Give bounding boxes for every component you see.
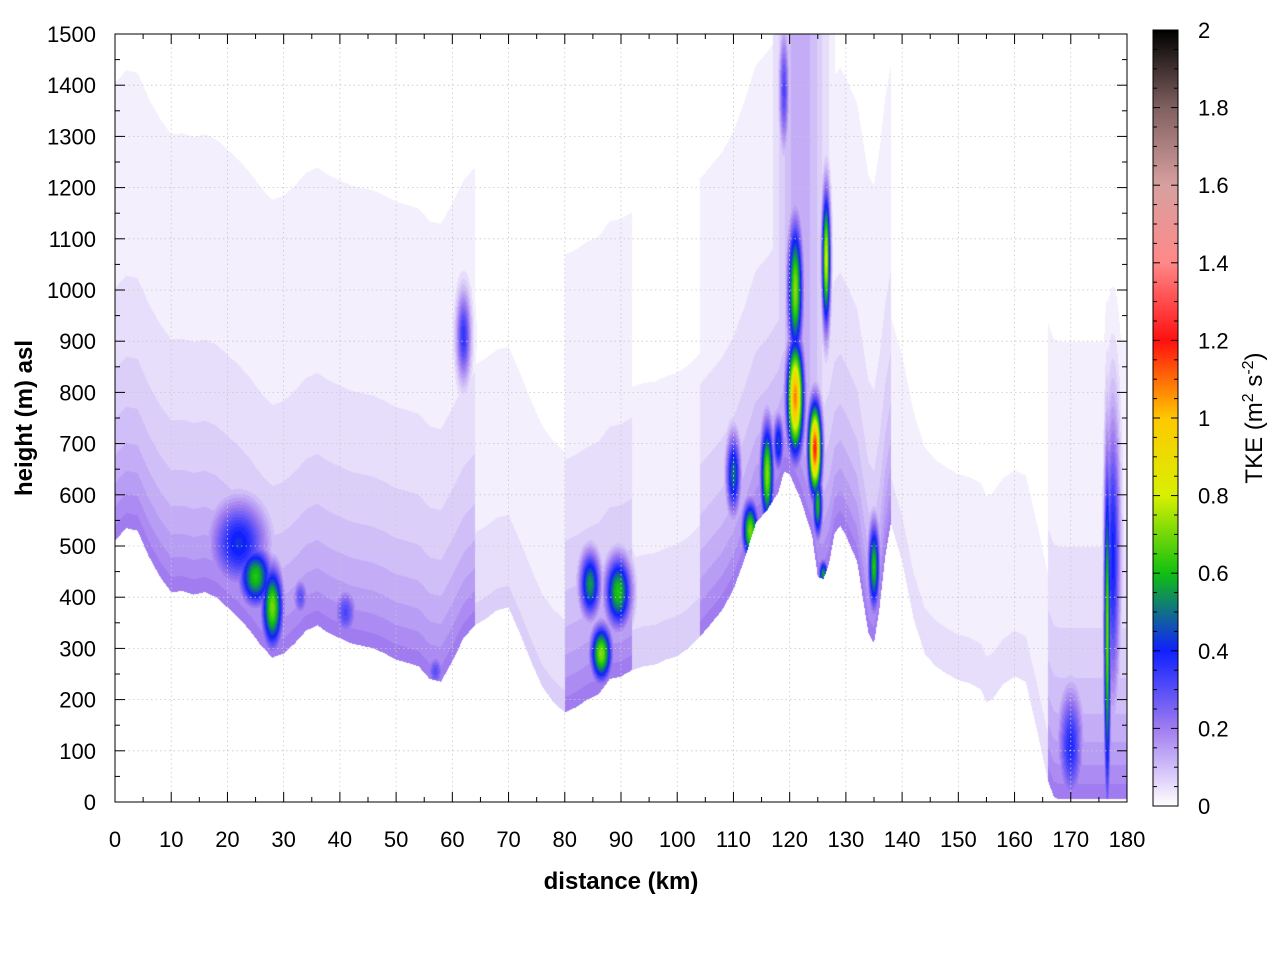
cb-tick-label-2: 0.4 — [1198, 639, 1229, 664]
x-tick-label-0: 0 — [109, 827, 121, 852]
x-axis-title: distance (km) — [544, 868, 699, 895]
y-tick-label-0: 0 — [84, 790, 96, 815]
y-tick-label-1200: 1200 — [47, 176, 96, 201]
cb-tick-label-10: 2 — [1198, 18, 1210, 43]
y-tick-label-500: 500 — [59, 534, 96, 559]
x-tick-label-120: 120 — [771, 827, 808, 852]
colorbar: 00.20.40.60.811.21.41.61.82 TKE (m2 s-2) — [1152, 18, 1268, 819]
cb-tick-label-1: 0.2 — [1198, 716, 1229, 741]
x-tick-label-50: 50 — [384, 827, 408, 852]
x-tick-label-100: 100 — [659, 827, 696, 852]
colorbar-title-part2: s — [1241, 375, 1268, 394]
x-tick-label-90: 90 — [609, 827, 633, 852]
x-tick-label-20: 20 — [215, 827, 239, 852]
y-tick-label-100: 100 — [59, 739, 96, 764]
cb-tick-label-7: 1.4 — [1198, 251, 1229, 276]
cb-tick-label-9: 1.8 — [1198, 96, 1229, 121]
cb-tick-label-4: 0.8 — [1198, 484, 1229, 509]
x-tick-label-180: 180 — [1109, 827, 1146, 852]
x-tick-label-10: 10 — [159, 827, 183, 852]
colorbar-title: TKE (m2 s-2) — [1240, 352, 1268, 483]
x-tick-label-70: 70 — [496, 827, 520, 852]
colorbar-title-sup2: -2 — [1240, 360, 1257, 374]
x-axis: 0 10 20 30 40 50 60 70 80 90 100 110 120 130 140 150 160… — [109, 34, 1145, 852]
y-tick-label-200: 200 — [59, 688, 96, 713]
y-tick-label-1400: 1400 — [47, 73, 96, 98]
y-tick-label-800: 800 — [59, 380, 96, 405]
x-tick-label-110: 110 — [716, 827, 751, 852]
x-tick-label-80: 80 — [553, 827, 577, 852]
y-tick-label-1300: 1300 — [47, 124, 96, 149]
y-tick-label-300: 300 — [59, 636, 96, 661]
colorbar-title-part1: TKE (m — [1241, 402, 1268, 483]
y-tick-label-900: 900 — [59, 329, 96, 354]
grid-lines — [115, 34, 1127, 802]
y-tick-label-400: 400 — [59, 585, 96, 610]
x-tick-label-160: 160 — [996, 827, 1033, 852]
y-tick-label-1500: 1500 — [47, 22, 96, 47]
y-tick-label-1000: 1000 — [47, 278, 96, 303]
x-tick-label-30: 30 — [271, 827, 295, 852]
colorbar-title-part3: ) — [1241, 352, 1268, 360]
cb-tick-label-6: 1.2 — [1198, 328, 1229, 353]
x-tick-label-140: 140 — [884, 827, 921, 852]
x-tick-label-60: 60 — [440, 827, 464, 852]
colorbar-ticks: 0 0.2 0.4 0.6 0.8 1 1.2 1.4 1.6 1.8 2 — [1153, 18, 1229, 819]
y-tick-label-700: 700 — [59, 432, 96, 457]
y-axis-title: height (m) asl — [11, 340, 38, 496]
x-tick-label-150: 150 — [940, 827, 977, 852]
x-tick-label-170: 170 — [1052, 827, 1089, 852]
y-tick-label-1100: 1100 — [49, 227, 96, 252]
x-tick-label-130: 130 — [828, 827, 865, 852]
x-tick-label-40: 40 — [328, 827, 352, 852]
cb-tick-label-0: 0 — [1198, 794, 1210, 819]
cb-tick-label-3: 0.6 — [1198, 561, 1229, 586]
y-tick-label-600: 600 — [59, 483, 96, 508]
colorbar-title-sup1: 2 — [1240, 393, 1257, 402]
cb-tick-label-8: 1.6 — [1198, 173, 1229, 198]
y-axis: 0 100 200 300 400 500 600 700 800 900 1000 1100 1200… — [47, 22, 1127, 815]
cb-tick-label-5: 1 — [1198, 406, 1210, 431]
